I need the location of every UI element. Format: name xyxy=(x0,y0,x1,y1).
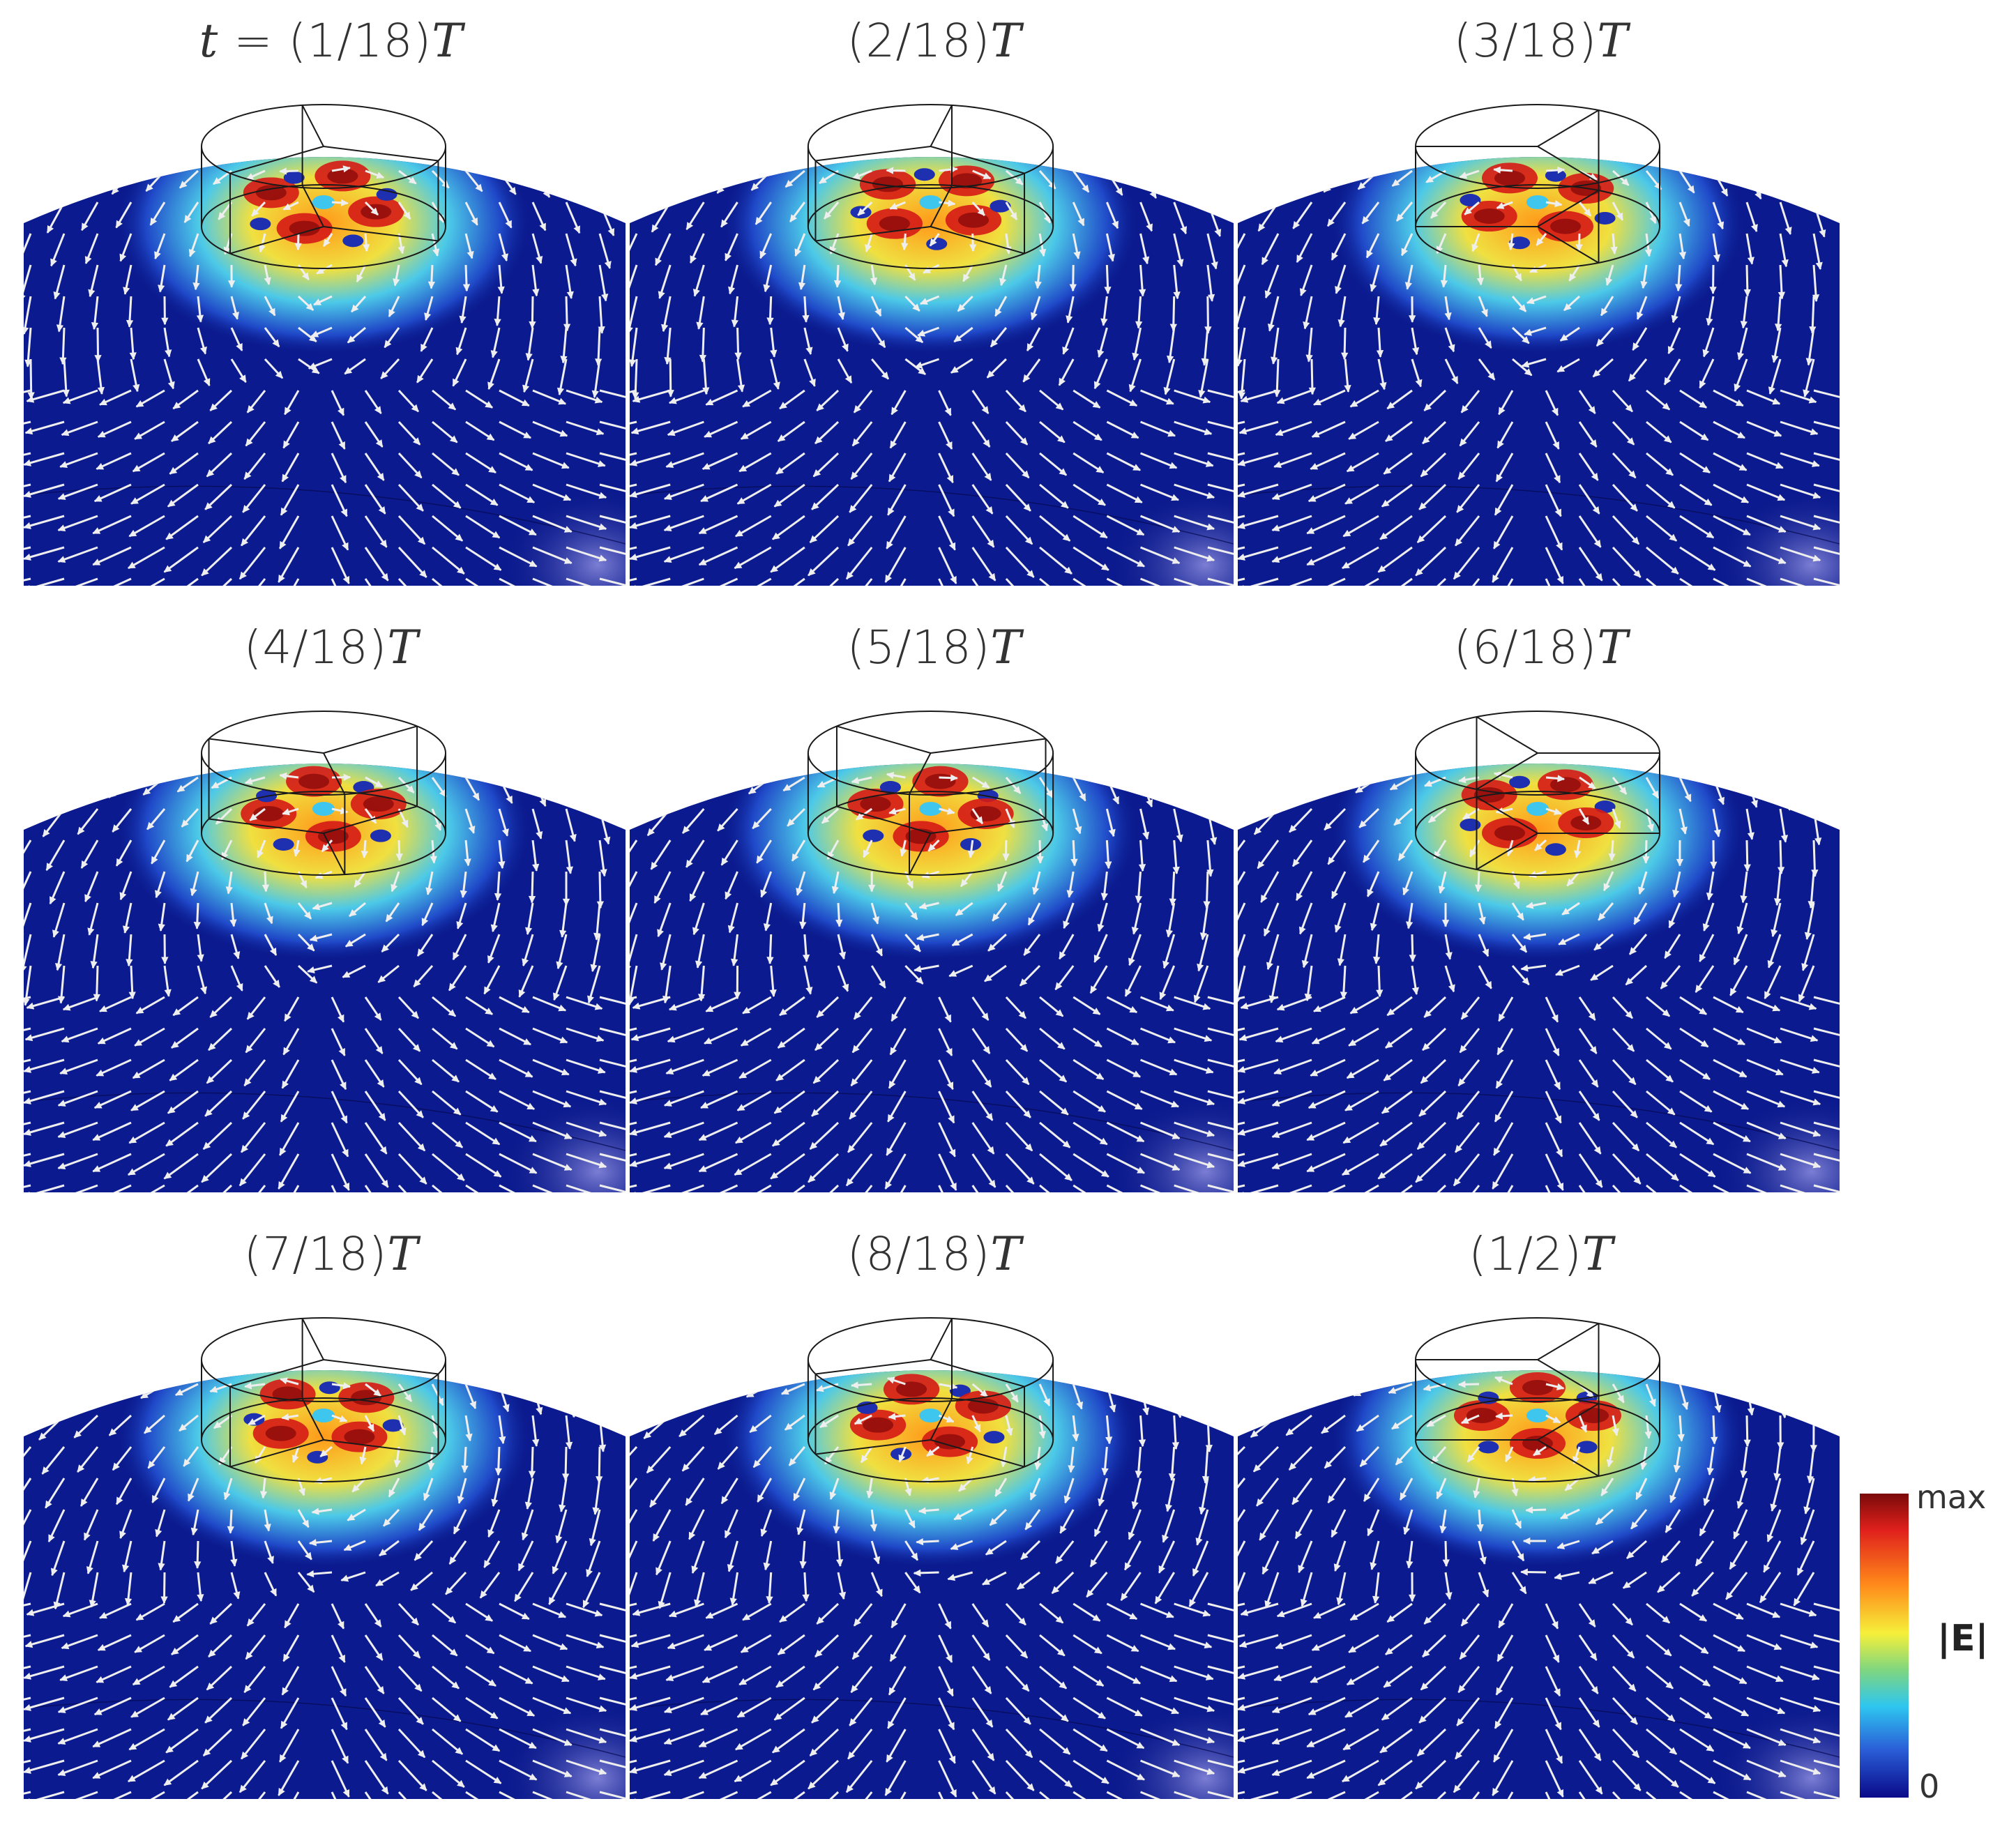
panel-title-2: (2/18)T xyxy=(847,14,1022,68)
title-frac: (7/18) xyxy=(243,1227,388,1281)
title-frac: (5/18) xyxy=(847,621,991,674)
colorbar-max-label: max xyxy=(1916,1478,1987,1516)
title-frac: (2/18) xyxy=(847,14,991,68)
panel-title-5: (5/18)T xyxy=(847,621,1022,674)
panel-title-8: (8/18)T xyxy=(847,1227,1022,1281)
panel-title-3: (3/18)T xyxy=(1453,14,1629,68)
colorbar xyxy=(1860,1494,1909,1798)
colorbar-gradient xyxy=(1860,1494,1909,1798)
field-panel-8 xyxy=(630,1311,1234,1799)
field-panel-2 xyxy=(630,98,1234,586)
panel-title-9: (1/2)T xyxy=(1469,1227,1614,1281)
panel-title-1: t = (1/18)T xyxy=(199,14,464,68)
title-frac: (8/18) xyxy=(847,1227,991,1281)
panel-title-4: (4/18)T xyxy=(243,621,419,674)
colorbar-quantity-label: |E| xyxy=(1937,1618,1989,1660)
field-panel-1 xyxy=(24,98,626,586)
time-variable: t xyxy=(199,14,219,68)
title-frac: (4/18) xyxy=(243,621,388,674)
field-panel-7 xyxy=(24,1311,626,1799)
field-panel-6 xyxy=(1238,704,1840,1192)
colorbar-min-label: 0 xyxy=(1919,1768,1940,1805)
field-panel-5 xyxy=(630,704,1234,1192)
title-frac: (3/18) xyxy=(1453,14,1598,68)
field-panel-9 xyxy=(1238,1311,1840,1799)
field-panel-3 xyxy=(1238,98,1840,586)
panel-title-6: (6/18)T xyxy=(1453,621,1629,674)
title-frac: (1/18) xyxy=(288,14,432,68)
title-frac: (1/2) xyxy=(1469,1227,1582,1281)
field-panel-4 xyxy=(24,704,626,1192)
title-frac: (6/18) xyxy=(1453,621,1598,674)
panel-title-7: (7/18)T xyxy=(243,1227,419,1281)
